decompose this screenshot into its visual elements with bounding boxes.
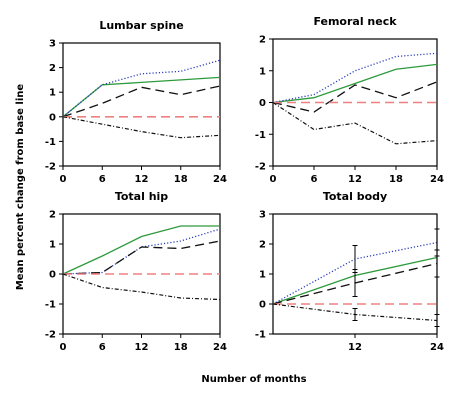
x-tick-label: 18	[174, 342, 188, 353]
y-tick-label: 2	[49, 210, 56, 221]
chart-title: Total body	[323, 190, 387, 203]
x-tick-label: 24	[213, 174, 227, 185]
y-tick-label: 1	[259, 66, 266, 77]
series-line-black-dashdot	[62, 116, 221, 139]
x-tick-label: 6	[311, 174, 318, 185]
x-tick-label: 24	[430, 174, 444, 185]
chart-title: Femoral neck	[313, 15, 397, 28]
x-tick-label: 12	[135, 342, 149, 353]
y-tick-label: 0	[49, 112, 56, 123]
x-tick-label: 6	[99, 342, 106, 353]
chart-title: Total hip	[115, 190, 168, 203]
y-tick-label: 2	[259, 35, 266, 46]
series-line-black-dashed	[62, 240, 221, 275]
y-axis-label: Mean percent change from base line	[15, 84, 26, 291]
y-tick-label: 0	[49, 270, 56, 281]
series-line-green-solid	[272, 63, 438, 104]
y-tick-label: -1	[45, 300, 56, 311]
series-line-black-dashdot	[62, 273, 221, 301]
y-tick-label: 0	[259, 300, 266, 311]
x-axis-label: Number of months	[201, 374, 306, 385]
y-tick-label: 3	[259, 210, 266, 221]
x-tick-label: 0	[60, 174, 67, 185]
x-tick-label: 0	[270, 174, 277, 185]
x-tick-label: 24	[213, 342, 227, 353]
series-line-green-solid	[62, 76, 221, 118]
chart-title: Lumbar spine	[99, 19, 183, 32]
y-tick-label: 1	[49, 240, 56, 251]
x-tick-label: 12	[348, 342, 362, 353]
x-tick-label: 12	[348, 174, 362, 185]
y-tick-label: 2	[259, 240, 266, 251]
series-line-black-dashdot	[272, 101, 438, 145]
series-line-black-dashed	[272, 81, 438, 113]
series-line-green-solid	[62, 225, 220, 275]
x-tick-label: 6	[99, 174, 106, 185]
y-tick-label: -2	[255, 162, 266, 173]
x-tick-label: 18	[174, 174, 188, 185]
series-line-blue-dotted	[62, 228, 221, 275]
y-tick-label: -1	[255, 330, 266, 341]
y-tick-label: 1	[259, 270, 266, 281]
series-line-black-dashed	[62, 85, 221, 118]
x-tick-label: 12	[135, 174, 149, 185]
y-tick-label: -2	[45, 162, 56, 173]
series-line-blue-dotted	[272, 52, 438, 104]
plot-frame	[272, 38, 438, 167]
y-tick-label: 1	[49, 88, 56, 99]
y-tick-label: -1	[255, 130, 266, 141]
y-tick-label: 3	[49, 39, 56, 50]
y-tick-label: 0	[259, 98, 266, 109]
y-tick-label: 2	[49, 63, 56, 74]
x-tick-label: 0	[60, 342, 67, 353]
x-tick-label: 24	[430, 342, 444, 353]
plot-frame	[62, 42, 221, 167]
y-tick-label: -1	[45, 137, 56, 148]
series-line-blue-dotted	[62, 59, 221, 118]
x-tick-label: 18	[389, 174, 403, 185]
y-tick-label: -2	[45, 330, 56, 341]
